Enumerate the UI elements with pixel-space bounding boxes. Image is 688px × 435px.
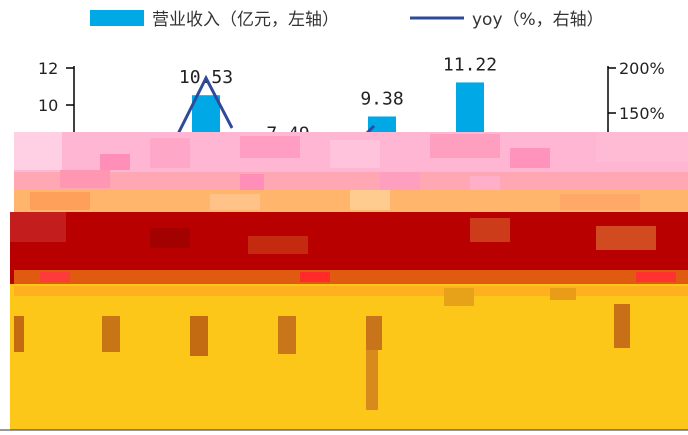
bar-3 bbox=[368, 116, 396, 132]
legend-line-label: yoy（%，右轴） bbox=[472, 10, 604, 30]
right-tick-200: 200% bbox=[619, 59, 665, 78]
bar-1 bbox=[192, 95, 220, 132]
left-tick-10: 10 bbox=[38, 96, 58, 115]
legend: 营业收入（亿元，左轴） yoy（%，右轴） bbox=[90, 10, 604, 30]
yoy-line bbox=[173, 74, 234, 141]
right-tick-150: 150% bbox=[619, 104, 665, 123]
left-tick-12: 12 bbox=[38, 59, 58, 78]
bar-value-label-4: 11.22 bbox=[443, 54, 497, 75]
legend-bar-swatch bbox=[90, 10, 144, 26]
bar-value-label-3: 9.38 bbox=[360, 88, 403, 109]
left-axis: 12 10 bbox=[38, 59, 75, 132]
legend-bar-label: 营业收入（亿元，左轴） bbox=[152, 10, 339, 30]
bar-4 bbox=[456, 82, 484, 132]
corrupted-region bbox=[0, 132, 688, 435]
bar-series bbox=[192, 82, 484, 132]
right-axis: 200% 150% bbox=[607, 59, 665, 132]
